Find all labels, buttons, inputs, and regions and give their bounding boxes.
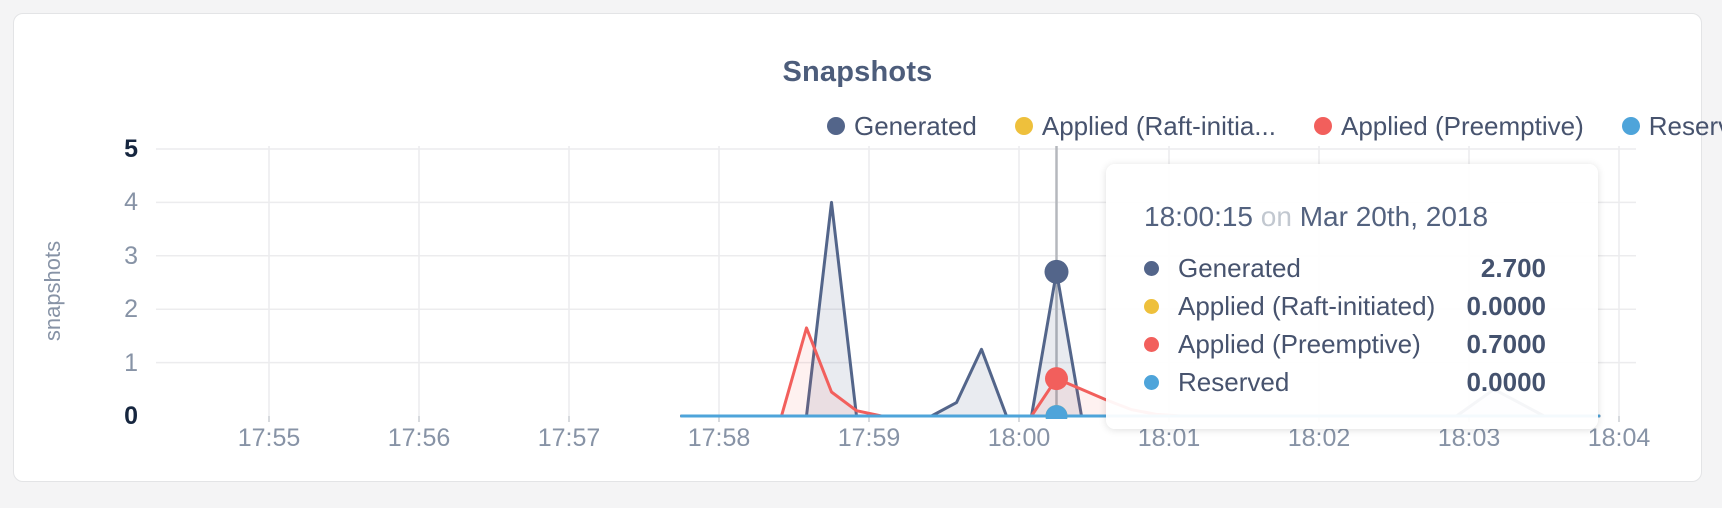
- legend: Generated Applied (Raft-initia... Applied …: [827, 110, 1722, 142]
- y-tick-label: 4: [124, 188, 138, 217]
- legend-label: Applied (Preemptive): [1340, 110, 1584, 141]
- tooltip-series-dot: [1144, 374, 1159, 390]
- chart-card: Snapshots Generated Applied (Raft-initia.…: [13, 13, 1722, 482]
- tooltip-rows: Generated 2.700 Applied (Raft-initiated) 0.…: [1144, 249, 1546, 401]
- tooltip-series-value: 2.700: [1480, 252, 1546, 283]
- tooltip-series-value: 0.7000: [1466, 328, 1546, 359]
- y-tick-label: 2: [124, 295, 138, 324]
- tooltip-connector: on: [1260, 201, 1292, 232]
- tooltip-date: Mar 20th, 2018: [1299, 201, 1489, 232]
- hover-marker-applied-preemptive: [1045, 367, 1068, 391]
- chart-title: Snapshots: [782, 56, 933, 88]
- y-tick-label: 3: [124, 241, 138, 270]
- tooltip-series-dot: [1144, 298, 1159, 314]
- tooltip-series-dot: [1144, 336, 1159, 352]
- tooltip-series-dot: [1144, 260, 1159, 276]
- y-tick-label: 0: [124, 402, 138, 430]
- tooltip-time: 18:00:15: [1144, 201, 1253, 232]
- legend-label: Generated: [854, 110, 977, 141]
- tooltip-title: 18:00:15 on Mar 20th, 2018: [1144, 200, 1546, 234]
- legend-item-generated[interactable]: Generated: [827, 111, 977, 142]
- tooltip-series-label: Reserved: [1178, 366, 1290, 397]
- tooltip-row-generated: Generated 2.700: [1144, 249, 1546, 287]
- y-tick-label: 1: [124, 348, 138, 377]
- tooltip-series-value: 0.0000: [1466, 366, 1546, 397]
- legend-dot-generated: [827, 117, 845, 135]
- legend-item-reserved[interactable]: Reserved: [1621, 110, 1722, 142]
- legend-dot-reserved: [1621, 117, 1640, 135]
- tooltip-row-applied-preemptive: Applied (Preemptive) 0.7000: [1144, 325, 1546, 363]
- y-axis-title: snapshots: [40, 240, 65, 342]
- legend-dot-applied-raft-initiated: [1014, 117, 1033, 135]
- hover-tooltip: 18:00:15 on Mar 20th, 2018 Generated 2.70…: [1106, 164, 1598, 429]
- tooltip-series-label: Applied (Raft-initiated): [1178, 290, 1436, 321]
- y-tick-label: 5: [124, 135, 138, 163]
- legend-item-applied-preemptive[interactable]: Applied (Preemptive): [1313, 110, 1584, 142]
- legend-label: Reserved: [1648, 110, 1722, 141]
- hover-marker-reserved: [1045, 405, 1068, 419]
- tooltip-series-value: 0.0000: [1466, 290, 1546, 321]
- tooltip-row-reserved: Reserved 0.0000: [1144, 363, 1546, 401]
- legend-item-applied-raft-initiated[interactable]: Applied (Raft-initia...: [1014, 110, 1276, 142]
- legend-label: Applied (Raft-initia...: [1041, 110, 1276, 141]
- tooltip-series-label: Generated: [1178, 252, 1301, 283]
- legend-dot-applied-preemptive: [1313, 117, 1332, 135]
- hover-marker-generated: [1044, 259, 1069, 284]
- tooltip-series-label: Applied (Preemptive): [1178, 328, 1421, 359]
- tooltip-row-applied-raft-initiated: Applied (Raft-initiated) 0.0000: [1144, 287, 1546, 325]
